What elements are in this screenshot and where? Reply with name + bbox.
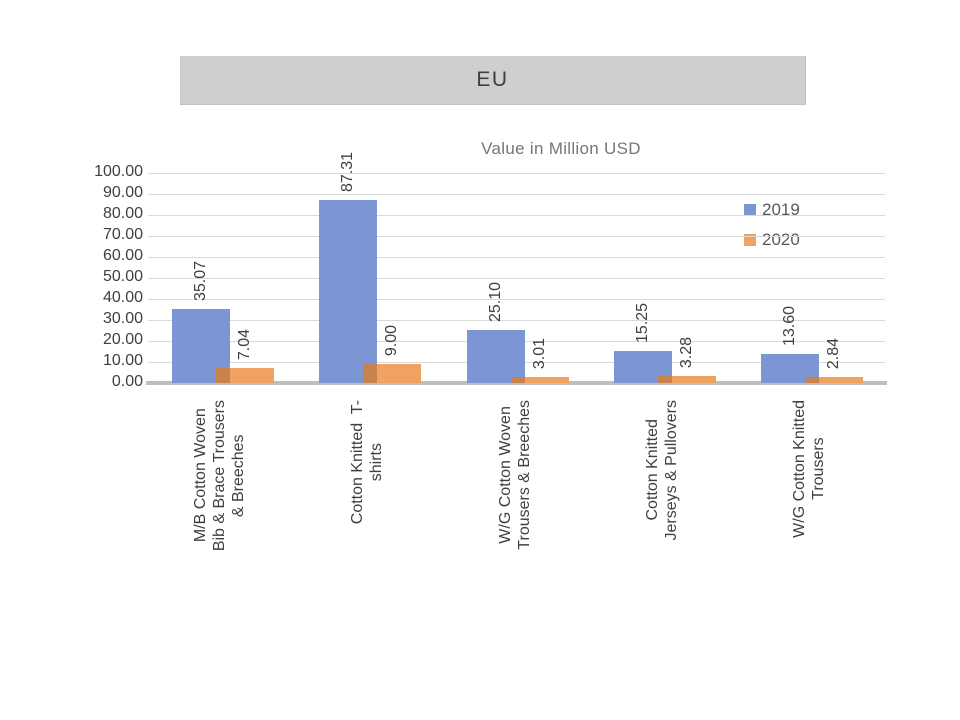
y-tick-label: 30.00: [102, 310, 143, 327]
category-label: M/B Cotton Woven Bib & Brace Trousers & …: [192, 400, 248, 552]
category-label: W/G Cotton Woven Trousers & Breeches: [496, 400, 533, 550]
gridline: [148, 257, 885, 258]
gridline: [148, 320, 885, 321]
bar-overlap: [215, 368, 230, 383]
gridline: [148, 278, 885, 279]
x-axis-line: [146, 381, 887, 385]
legend-label-2020: 2020: [762, 230, 800, 249]
chart-title-bar: EU: [180, 56, 806, 105]
bar-overlap: [363, 364, 378, 383]
y-tick-label: 90.00: [102, 184, 143, 201]
bar-2020: [215, 368, 274, 383]
bar-2019: [319, 199, 378, 383]
legend-swatch-2020: [744, 234, 756, 246]
legend-item-2019: 2019: [744, 200, 800, 220]
y-tick-label: 100.00: [94, 163, 143, 180]
bar-2020: [363, 364, 422, 383]
value-label-2020: 2.84: [825, 337, 843, 370]
value-label-2019: 15.25: [633, 302, 651, 343]
chart-title: EU: [476, 68, 509, 91]
value-label-2020: 9.00: [383, 324, 401, 357]
value-label-2020: 7.04: [235, 329, 253, 361]
y-tick-label: 10.00: [102, 352, 143, 369]
gridline: [148, 236, 885, 237]
y-tick-label: 70.00: [102, 226, 143, 243]
value-label-2019: 25.10: [486, 282, 504, 323]
bar-2020: [805, 377, 864, 383]
value-label-2020: 3.01: [530, 337, 548, 369]
y-tick-label: 50.00: [102, 268, 143, 285]
value-label-2019: 13.60: [781, 306, 799, 347]
y-tick-label: 0.00: [111, 373, 143, 390]
legend-swatch-2019: [744, 204, 756, 216]
bar-2019: [466, 330, 525, 383]
category-label: Cotton Knitted T- shirts: [349, 400, 386, 525]
value-label-2019: 35.07: [191, 261, 209, 302]
y-tick-label: 40.00: [102, 289, 143, 306]
chart-subtitle: Value in Million USD: [481, 139, 641, 158]
legend-label-2019: 2019: [762, 200, 800, 219]
bar-2020: [657, 376, 716, 383]
value-label-2020: 3.28: [677, 336, 695, 369]
bar-overlap: [510, 376, 525, 383]
gridline: [148, 194, 885, 195]
gridline: [148, 173, 885, 174]
legend: 2019 2020: [744, 200, 800, 250]
bar-overlap: [805, 377, 820, 383]
y-tick-label: 80.00: [102, 205, 143, 222]
bar-2020: [510, 376, 569, 383]
y-tick-label: 20.00: [102, 331, 143, 348]
gridline: [148, 215, 885, 216]
gridline: [148, 299, 885, 300]
legend-item-2020: 2020: [744, 230, 800, 250]
category-label: Cotton Knitted Jerseys & Pullovers: [643, 400, 680, 541]
value-label-2019: 87.31: [339, 151, 357, 192]
bar-overlap: [657, 376, 672, 383]
y-tick-label: 60.00: [102, 247, 143, 264]
category-label: W/G Cotton Knitted Trousers: [791, 400, 828, 538]
